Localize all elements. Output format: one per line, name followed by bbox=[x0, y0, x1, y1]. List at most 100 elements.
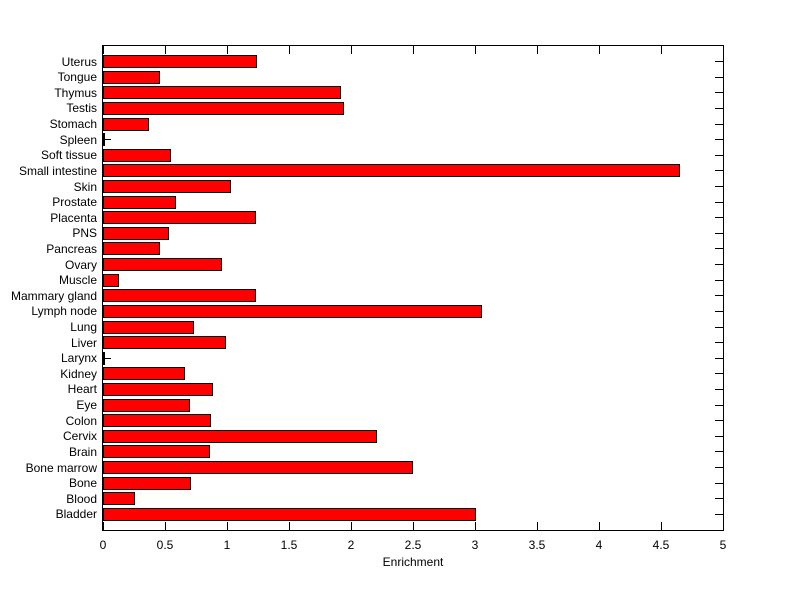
bar-lymph-node bbox=[103, 304, 483, 318]
x-tick-bottom-0.5 bbox=[164, 522, 166, 530]
bar-larynx bbox=[103, 351, 106, 365]
bar-brain bbox=[103, 445, 210, 459]
category-label-pns: PNS bbox=[72, 226, 97, 241]
bar-testis bbox=[103, 101, 344, 115]
y-tick-right-testis bbox=[715, 107, 723, 109]
bar-tongue bbox=[103, 70, 161, 84]
category-label-bladder: Bladder bbox=[55, 507, 97, 522]
x-tick-label-4.5: 4.5 bbox=[652, 538, 670, 552]
category-label-lymph-node: Lymph node bbox=[31, 304, 97, 319]
y-tick-right-liver bbox=[715, 342, 723, 344]
category-label-bone: Bone bbox=[68, 476, 97, 491]
x-tick-top-3.5 bbox=[536, 46, 538, 54]
y-tick-right-skin bbox=[715, 186, 723, 188]
y-tick-right-blood bbox=[715, 498, 723, 500]
bar-soft-tissue bbox=[103, 148, 172, 162]
y-tick-left-spleen bbox=[103, 139, 111, 141]
x-tick-label-3: 3 bbox=[471, 538, 479, 552]
category-label-muscle: Muscle bbox=[58, 273, 97, 288]
category-label-mammary-gland: Mammary gland bbox=[10, 288, 97, 303]
category-label-pancreas: Pancreas bbox=[46, 241, 97, 256]
category-label-spleen: Spleen bbox=[59, 132, 97, 147]
bar-blood bbox=[103, 492, 136, 506]
x-tick-label-0: 0 bbox=[99, 538, 107, 552]
bar-ovary bbox=[103, 258, 223, 272]
category-label-kidney: Kidney bbox=[60, 366, 97, 381]
bar-pns bbox=[103, 226, 169, 240]
y-tick-right-kidney bbox=[715, 373, 723, 375]
category-label-bone-marrow: Bone marrow bbox=[25, 460, 97, 475]
x-tick-bottom-3.5 bbox=[536, 522, 538, 530]
x-tick-bottom-3 bbox=[474, 522, 476, 530]
y-tick-right-stomach bbox=[715, 123, 723, 125]
y-tick-right-lung bbox=[715, 326, 723, 328]
bar-colon bbox=[103, 414, 211, 428]
x-tick-bottom-2 bbox=[350, 522, 352, 530]
bar-spleen bbox=[103, 133, 106, 147]
category-label-brain: Brain bbox=[68, 444, 97, 459]
category-label-skin: Skin bbox=[73, 179, 97, 194]
y-tick-right-uterus bbox=[715, 61, 723, 63]
x-tick-bottom-4 bbox=[598, 522, 600, 530]
x-tick-label-2.5: 2.5 bbox=[404, 538, 422, 552]
bar-cervix bbox=[103, 429, 378, 443]
x-tick-label-1: 1 bbox=[223, 538, 231, 552]
category-label-prostate: Prostate bbox=[52, 195, 97, 210]
x-tick-top-0 bbox=[102, 46, 104, 54]
x-tick-label-3.5: 3.5 bbox=[528, 538, 546, 552]
y-tick-right-thymus bbox=[715, 92, 723, 94]
x-tick-top-5 bbox=[722, 46, 724, 54]
y-tick-right-prostate bbox=[715, 201, 723, 203]
category-label-small-intestine: Small intestine bbox=[18, 163, 97, 178]
bar-kidney bbox=[103, 367, 185, 381]
y-tick-right-eye bbox=[715, 404, 723, 406]
x-tick-top-2.5 bbox=[412, 46, 414, 54]
bar-heart bbox=[103, 382, 214, 396]
bar-skin bbox=[103, 180, 231, 194]
y-tick-right-pns bbox=[715, 232, 723, 234]
bar-bone bbox=[103, 476, 192, 490]
x-tick-label-5: 5 bbox=[719, 538, 727, 552]
y-tick-right-larynx bbox=[715, 357, 723, 359]
y-tick-right-ovary bbox=[715, 264, 723, 266]
category-label-heart: Heart bbox=[67, 382, 97, 397]
category-label-ovary: Ovary bbox=[64, 257, 97, 272]
x-tick-label-0.5: 0.5 bbox=[156, 538, 174, 552]
bar-uterus bbox=[103, 55, 257, 69]
bar-bladder bbox=[103, 507, 477, 521]
x-tick-top-2 bbox=[350, 46, 352, 54]
category-label-lung: Lung bbox=[70, 320, 97, 335]
y-tick-right-pancreas bbox=[715, 248, 723, 250]
category-label-blood: Blood bbox=[66, 491, 97, 506]
category-label-tongue: Tongue bbox=[57, 70, 97, 85]
category-label-liver: Liver bbox=[70, 335, 97, 350]
x-tick-label-1.5: 1.5 bbox=[280, 538, 298, 552]
x-tick-bottom-5 bbox=[722, 522, 724, 530]
x-tick-bottom-1 bbox=[226, 522, 228, 530]
category-label-cervix: Cervix bbox=[62, 429, 97, 444]
y-tick-left-larynx bbox=[103, 357, 111, 359]
y-tick-right-spleen bbox=[715, 139, 723, 141]
y-tick-right-cervix bbox=[715, 435, 723, 437]
bar-mammary-gland bbox=[103, 289, 256, 303]
y-tick-right-muscle bbox=[715, 279, 723, 281]
y-tick-right-lymph-node bbox=[715, 310, 723, 312]
x-tick-bottom-2.5 bbox=[412, 522, 414, 530]
y-tick-right-colon bbox=[715, 420, 723, 422]
bar-stomach bbox=[103, 117, 149, 131]
y-tick-right-brain bbox=[715, 451, 723, 453]
x-tick-top-1.5 bbox=[288, 46, 290, 54]
x-tick-bottom-4.5 bbox=[660, 522, 662, 530]
category-label-larynx: Larynx bbox=[60, 351, 97, 366]
x-tick-top-4 bbox=[598, 46, 600, 54]
category-label-uterus: Uterus bbox=[61, 54, 97, 69]
category-label-thymus: Thymus bbox=[54, 85, 97, 100]
category-label-stomach: Stomach bbox=[49, 117, 97, 132]
category-label-colon: Colon bbox=[65, 413, 97, 428]
bar-liver bbox=[103, 336, 226, 350]
bar-thymus bbox=[103, 86, 342, 100]
x-tick-top-1 bbox=[226, 46, 228, 54]
bar-prostate bbox=[103, 195, 177, 209]
x-tick-top-3 bbox=[474, 46, 476, 54]
bar-bone-marrow bbox=[103, 461, 413, 475]
